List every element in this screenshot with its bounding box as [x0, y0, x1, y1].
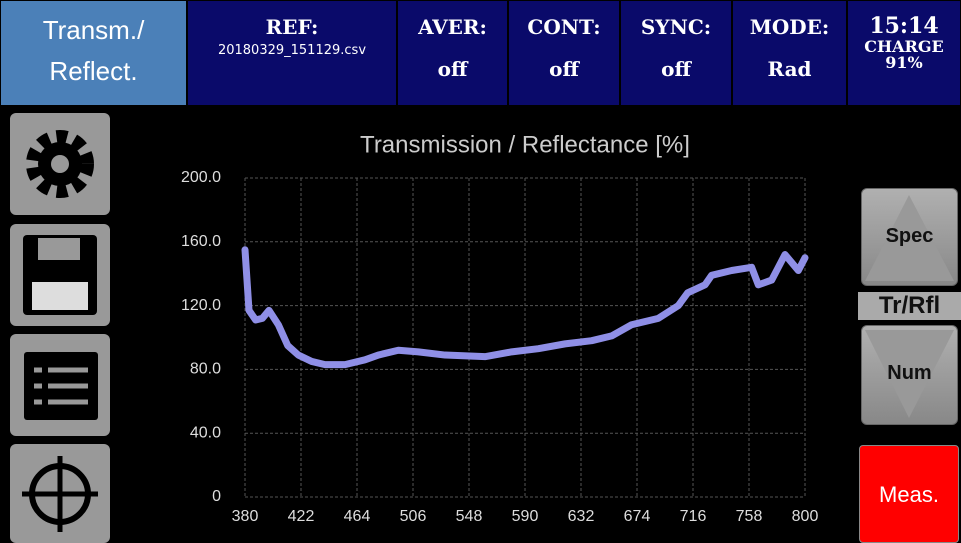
- view-label: Tr/Rfl: [858, 292, 961, 320]
- cont-cell[interactable]: CONT: off: [508, 0, 620, 106]
- y-tick-label: 80.0: [190, 361, 221, 378]
- cell-value: Rad: [767, 57, 812, 81]
- measure-button[interactable]: Meas.: [859, 445, 959, 543]
- x-tick-label: 422: [288, 508, 315, 525]
- x-tick-label: 380: [232, 508, 259, 525]
- x-tick-label: 674: [624, 508, 651, 525]
- y-tick-label: 120.0: [181, 297, 221, 314]
- y-tick-label: 200.0: [181, 169, 221, 186]
- ref-cell[interactable]: REF: 20180329_151129.csv: [187, 0, 397, 106]
- cell-label: MODE:: [749, 15, 830, 39]
- y-tick-label: 40.0: [190, 424, 221, 441]
- x-tick-label: 464: [344, 508, 371, 525]
- num-button[interactable]: Num: [861, 325, 958, 425]
- mode-line: Transm./: [42, 15, 145, 45]
- data-line: [241, 246, 809, 369]
- x-tick-label: 758: [736, 508, 763, 525]
- mode-button[interactable]: Transm./ Reflect.: [0, 0, 187, 106]
- aver-cell[interactable]: AVER: off: [397, 0, 508, 106]
- down-arrow: [865, 330, 954, 418]
- button-label: Num: [887, 362, 932, 384]
- cell-value: 20180329_151129.csv: [217, 43, 367, 58]
- clock: 15:14: [869, 13, 939, 39]
- cell-value: off: [549, 57, 579, 81]
- down-arrow: [865, 330, 954, 418]
- list-icon: [34, 367, 88, 405]
- floppy-icon: [38, 238, 80, 260]
- x-tick-label: 800: [792, 508, 819, 525]
- y-tick-label: 160.0: [181, 233, 221, 250]
- cell-label: AVER:: [418, 15, 487, 39]
- x-tick-label: 716: [680, 508, 707, 525]
- up-arrow: [865, 195, 954, 281]
- y-tick-label: 0: [212, 488, 221, 505]
- up-arrow: [865, 195, 954, 281]
- gear-icon: [26, 130, 94, 198]
- mode-line: Reflect.: [49, 56, 138, 86]
- mode-cell[interactable]: MODE: Rad: [732, 0, 847, 106]
- gear-icon: [51, 155, 69, 173]
- cell-value: off: [437, 57, 468, 81]
- x-tick-label: 548: [456, 508, 483, 525]
- charge: 91%: [885, 53, 923, 72]
- cell-label: CONT:: [527, 15, 601, 39]
- button-label: Spec: [885, 225, 934, 247]
- chart-title: Transmission / Reflectance [%]: [360, 131, 690, 158]
- x-tick-label: 506: [400, 508, 427, 525]
- cell-label: REF:: [265, 15, 319, 39]
- x-tick-label: 632: [568, 508, 595, 525]
- x-tick-label: 590: [512, 508, 539, 525]
- cell-label: SYNC:: [640, 15, 712, 39]
- sync-cell[interactable]: SYNC: off: [620, 0, 732, 106]
- side-icons: [10, 113, 110, 543]
- target-icon: [22, 456, 98, 532]
- charge-label: CHARGE: [864, 37, 944, 56]
- spec-button[interactable]: Spec: [861, 188, 958, 286]
- cell-value: off: [661, 57, 691, 81]
- floppy-icon: [32, 282, 88, 310]
